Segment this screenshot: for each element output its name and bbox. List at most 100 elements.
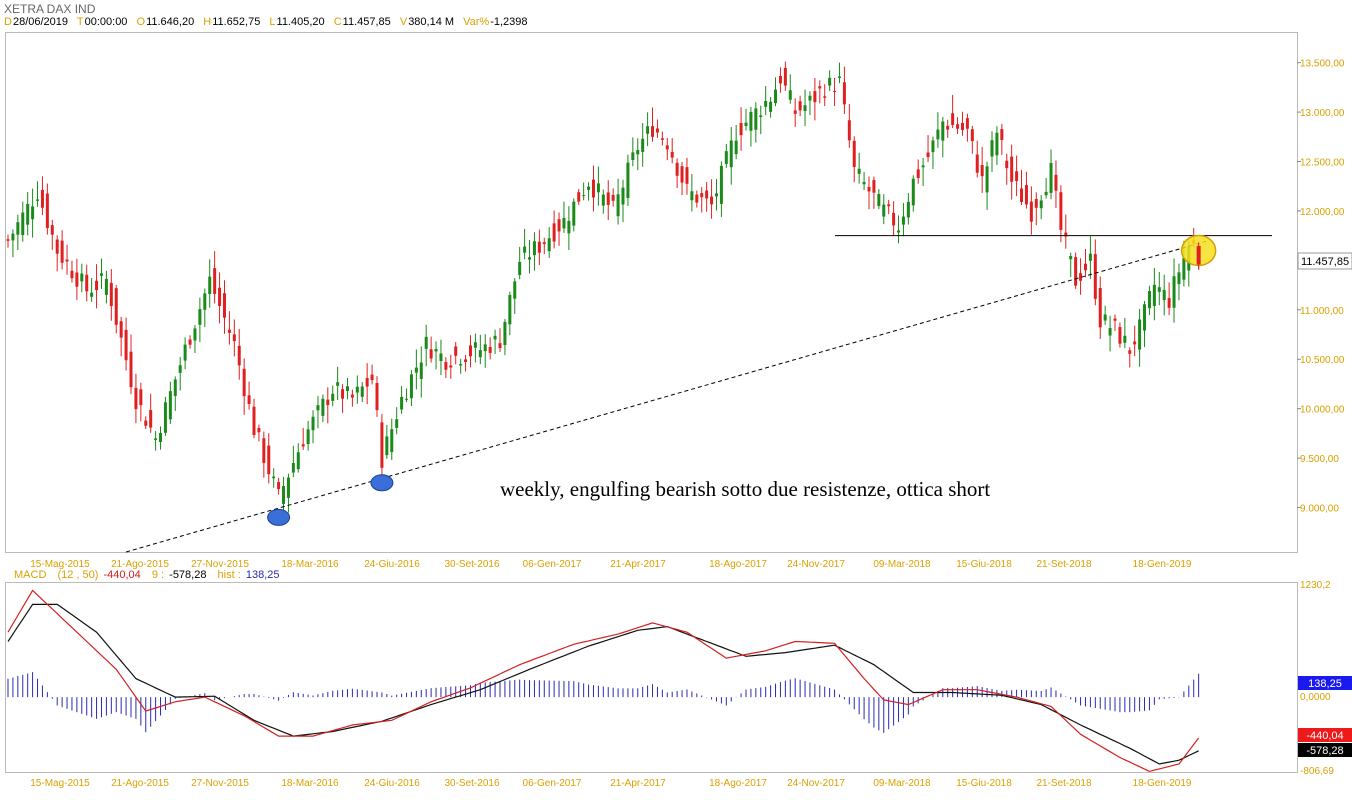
candle-body	[813, 91, 817, 103]
field-open: 11.646,20	[146, 16, 195, 28]
candle-body	[1118, 327, 1122, 344]
candle-body	[26, 203, 30, 225]
candle-body	[1167, 297, 1171, 308]
candle-body	[316, 405, 320, 411]
macd-bottom-label: -806,69	[1300, 766, 1334, 777]
candle-body	[680, 166, 684, 183]
candle-body	[808, 95, 812, 101]
candle-body	[828, 77, 832, 86]
time-tick-label: 09-Mar-2018	[873, 559, 931, 570]
hist-label: hist :	[217, 569, 241, 581]
candle-body	[36, 199, 40, 201]
candle-body	[434, 348, 438, 352]
candle-body	[719, 165, 723, 204]
candles-group	[6, 61, 1201, 516]
time-tick-label: 18-Mar-2016	[281, 778, 339, 789]
candle-body	[1079, 273, 1083, 281]
candle-body	[400, 396, 404, 410]
candle-body	[788, 90, 792, 100]
candle-body	[99, 273, 103, 276]
candle-body	[1177, 272, 1181, 285]
time-tick-label: 21-Set-2018	[1036, 778, 1091, 789]
candle-body	[646, 126, 650, 134]
candle-body	[75, 272, 79, 287]
candle-body	[803, 105, 807, 112]
candle-body	[975, 154, 979, 173]
candle-body	[277, 482, 281, 490]
candle-body	[577, 192, 581, 202]
candle-body	[1069, 256, 1073, 260]
overlays-group	[125, 234, 1272, 553]
time-tick-label: 30-Set-2016	[444, 778, 499, 789]
candle-body	[149, 410, 153, 428]
candle-body	[439, 353, 443, 361]
field-key-var: Var%	[463, 16, 490, 28]
signal-badge-label: -578,28	[1306, 745, 1343, 757]
candle-body	[926, 152, 930, 158]
candle-body	[631, 152, 635, 160]
candle-body	[606, 192, 610, 205]
candle-body	[257, 428, 261, 433]
candle-body	[700, 193, 704, 198]
candle-body	[508, 295, 512, 325]
candle-body	[365, 378, 369, 387]
candle-body	[921, 165, 925, 168]
candle-body	[1143, 304, 1147, 331]
instrument-title: XETRA DAX IND	[4, 2, 96, 16]
macd-name: MACD	[14, 569, 47, 581]
candle-body	[183, 344, 187, 361]
candle-body	[493, 335, 497, 340]
candle-body	[424, 336, 428, 349]
candle-body	[232, 334, 236, 342]
candle-body	[119, 321, 123, 338]
candle-body	[616, 194, 620, 217]
candle-body	[21, 212, 25, 236]
candle-body	[483, 344, 487, 352]
candle-body	[11, 233, 15, 241]
candle-body	[45, 193, 49, 228]
candle-body	[139, 389, 143, 406]
candle-body	[1147, 291, 1151, 309]
candle-body	[345, 386, 349, 392]
price-tick-label: 10.000,00	[1300, 405, 1345, 416]
candle-body	[331, 393, 335, 401]
candle-body	[282, 486, 286, 505]
field-var: -1,2398	[490, 16, 528, 28]
candle-body	[710, 196, 714, 205]
candle-body	[159, 432, 163, 443]
candle-body	[655, 128, 659, 133]
time-tick-label: 06-Gen-2017	[523, 778, 582, 789]
candle-body	[537, 241, 541, 253]
candle-body	[262, 438, 266, 463]
time-tick-label: 30-Set-2016	[444, 559, 499, 570]
hist-badge	[1298, 676, 1352, 690]
last-price-badge	[1297, 252, 1352, 270]
signal-value: -578,28	[169, 569, 207, 581]
time-tick-label: 24-Giu-2016	[364, 778, 420, 789]
candle-body	[552, 223, 556, 242]
candle-body	[321, 398, 325, 416]
candle-body	[685, 167, 689, 184]
price-tick-label: 12.500,00	[1300, 158, 1345, 169]
time-tick-label: 15-Mag-2015	[30, 559, 90, 570]
candle-body	[311, 416, 315, 431]
candle-body	[759, 115, 763, 117]
candle-body	[1128, 350, 1132, 354]
candle-body	[956, 124, 960, 129]
candle-body	[6, 239, 10, 241]
candle-body	[40, 189, 44, 208]
time-tick-label: 18-Gen-2019	[1133, 559, 1192, 570]
candle-body	[16, 222, 20, 235]
chart-header: XETRA DAX IND D28/06/2019 T00:00:00 O11.…	[0, 0, 1352, 32]
candle-body	[1044, 191, 1048, 196]
candle-body	[449, 365, 453, 368]
price-tick-label: 10.500,00	[1300, 355, 1345, 366]
time-tick-label: 15-Mag-2015	[30, 778, 90, 789]
candle-body	[965, 118, 969, 129]
candle-body	[208, 276, 212, 295]
candle-body	[847, 120, 851, 141]
candle-body	[587, 186, 591, 190]
candle-body	[341, 389, 345, 399]
candle-body	[464, 359, 468, 363]
